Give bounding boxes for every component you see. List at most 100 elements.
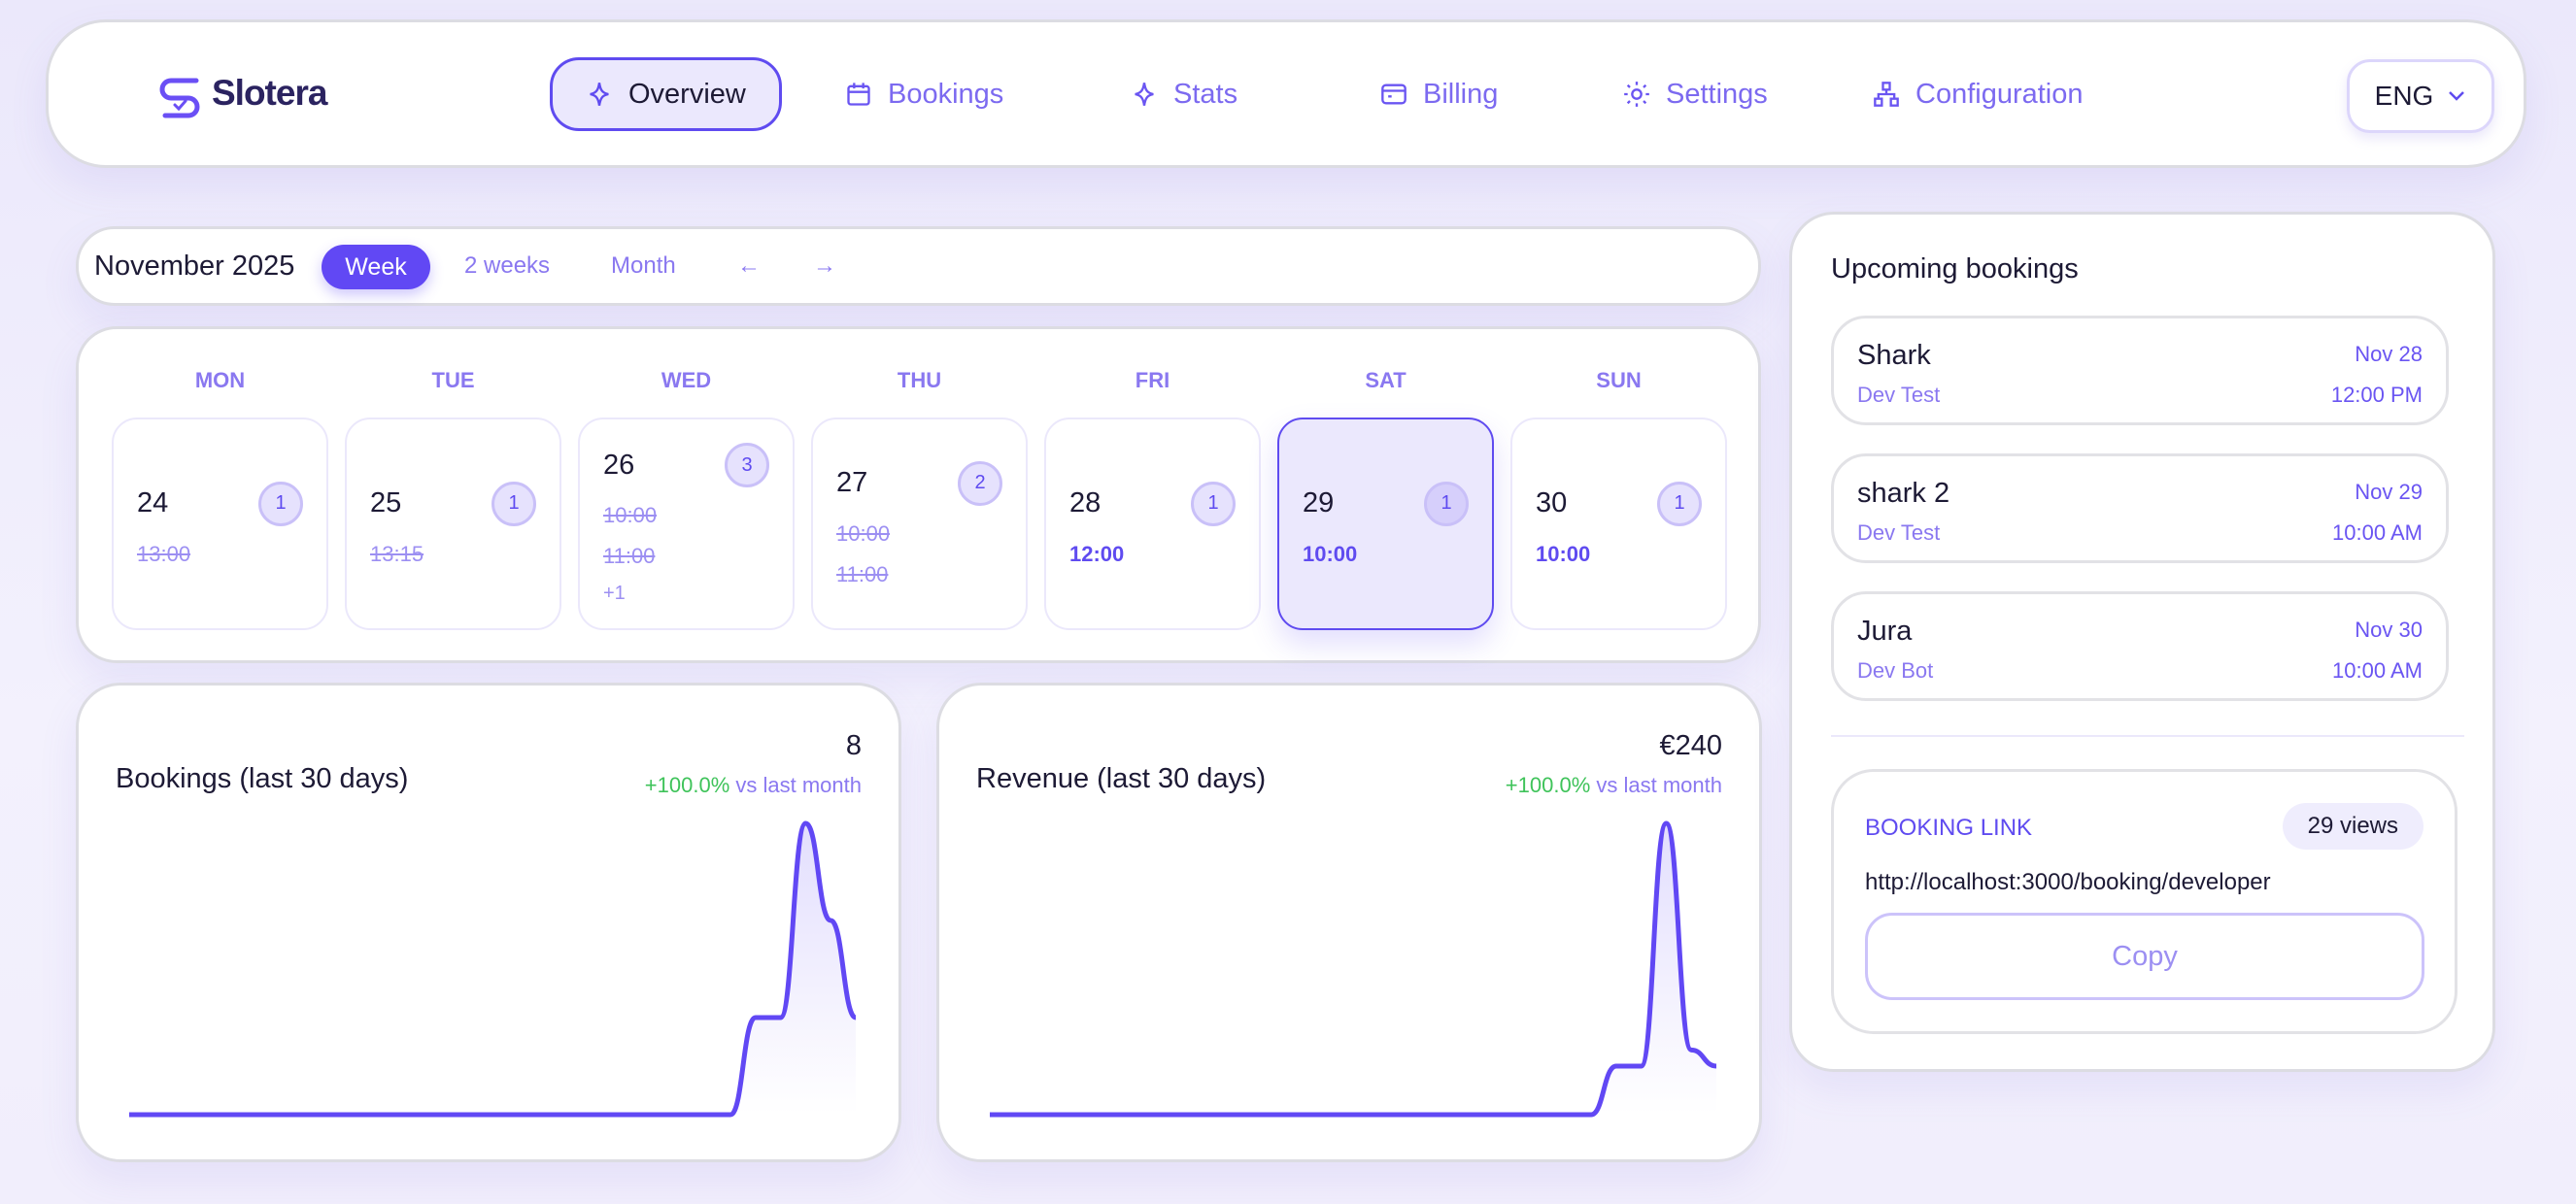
- time-slot[interactable]: 13:00: [137, 541, 191, 566]
- sparkline-point: [825, 915, 836, 926]
- sparkline-point: [374, 1109, 386, 1120]
- sparkline-point: [599, 1109, 611, 1120]
- change-percent: +100.0%: [1505, 773, 1591, 797]
- revenue-stat-card: Revenue (last 30 days) €240 +100.0% vs l…: [936, 683, 1762, 1162]
- calendar-toolbar: November 2025 Week 2 weeks Month ← →: [76, 226, 1761, 306]
- sparkline-point: [274, 1109, 286, 1120]
- booking-service: Dev Bot: [1857, 658, 1934, 683]
- sparkline-point: [1585, 1109, 1597, 1120]
- nav-settings[interactable]: Settings: [1623, 57, 1768, 131]
- day-cell[interactable]: 29 1 10:00: [1277, 418, 1494, 630]
- sparkline-point: [198, 1109, 210, 1120]
- prev-arrow-icon[interactable]: ←: [737, 252, 761, 279]
- day-of-week-label: SAT: [1365, 368, 1407, 392]
- booking-item[interactable]: Shark Dev Test Nov 28 12:00 PM: [1831, 316, 2449, 425]
- day-of-week-label: THU: [897, 368, 942, 392]
- view-month-button[interactable]: Month: [611, 252, 676, 279]
- language-select[interactable]: ENG: [2347, 59, 2494, 133]
- booking-name: Jura: [1857, 616, 1913, 647]
- sparkline-point: [1460, 1109, 1472, 1120]
- nav-stats[interactable]: Stats: [1131, 57, 1237, 131]
- time-slot[interactable]: 11:00: [603, 544, 656, 568]
- time-slot[interactable]: 10:00: [603, 503, 658, 527]
- sparkline-point: [223, 1109, 235, 1120]
- change-percent: +100.0%: [644, 773, 730, 797]
- sparkline-line: [990, 820, 1717, 1118]
- booking-date: Nov 30: [2355, 618, 2423, 642]
- sparkline-point: [1510, 1109, 1522, 1120]
- time-slot[interactable]: 10:00: [1303, 541, 1358, 566]
- sparkline-point: [1309, 1109, 1321, 1120]
- nav-label: Settings: [1666, 78, 1768, 110]
- bookings-stat-card: Bookings (last 30 days) 8 +100.0% vs las…: [76, 683, 901, 1162]
- nav-billing[interactable]: Billing: [1380, 57, 1498, 131]
- booking-link-url[interactable]: http://localhost:3000/booking/developer: [1865, 869, 2271, 895]
- day-cell[interactable]: 30 1 10:00: [1510, 418, 1727, 630]
- sparkline-point: [1360, 1109, 1372, 1120]
- time-slot[interactable]: 10:00: [836, 520, 891, 546]
- next-arrow-icon[interactable]: →: [813, 252, 836, 279]
- credit-card-icon: [1381, 84, 1407, 105]
- sparkline-point: [349, 1109, 360, 1120]
- sparkline-point: [499, 1109, 511, 1120]
- sparkline-point: [525, 1109, 536, 1120]
- day-of-week-label: TUE: [431, 368, 475, 392]
- sparkline-point: [1084, 1109, 1096, 1120]
- slotera-logo-icon: [159, 78, 200, 118]
- sparkline-point: [984, 1109, 996, 1120]
- day-header: 28 1: [1069, 481, 1236, 526]
- booking-time: 12:00 PM: [2330, 383, 2423, 407]
- views-badge: 29 views: [2282, 803, 2423, 850]
- upcoming-panel: Upcoming bookings Shark Dev Test Nov 28 …: [1789, 212, 2495, 1072]
- sparkline-point: [424, 1109, 436, 1120]
- day-cell[interactable]: 27 2 10:00 11:00: [811, 418, 1028, 630]
- change-suffix: vs last month: [1596, 773, 1722, 797]
- revenue-sparkline: [984, 818, 1722, 1120]
- nav-overview[interactable]: Overview: [550, 57, 782, 131]
- day-of-week-label: SUN: [1596, 368, 1642, 392]
- more-slots[interactable]: +1: [603, 583, 626, 604]
- sparkline-point: [1685, 1044, 1697, 1055]
- booking-link-card: BOOKING LINK 29 views http://localhost:3…: [1831, 769, 2457, 1034]
- sparkline-point: [1059, 1109, 1070, 1120]
- sparkline-point: [1711, 1060, 1722, 1072]
- day-number: 28: [1069, 487, 1102, 518]
- time-slot[interactable]: 13:15: [370, 541, 424, 566]
- day-cell[interactable]: 28 1 12:00: [1044, 418, 1261, 630]
- view-week-button[interactable]: Week: [322, 245, 430, 289]
- sparkline-point: [650, 1109, 661, 1120]
- sparkline-point: [1160, 1109, 1171, 1120]
- day-header: 26 3: [603, 443, 769, 487]
- sparkline-point: [123, 1109, 135, 1120]
- nav-bookings[interactable]: Bookings: [845, 57, 1003, 131]
- time-slot[interactable]: 10:00: [1536, 541, 1591, 566]
- booking-item[interactable]: shark 2 Dev Test Nov 29 10:00 AM: [1831, 453, 2449, 563]
- day-cell[interactable]: 24 1 13:00: [112, 418, 328, 630]
- view-2weeks-button[interactable]: 2 weeks: [464, 252, 551, 279]
- copy-button[interactable]: Copy: [1865, 913, 2424, 1000]
- day-number: 29: [1303, 487, 1335, 518]
- change-suffix: vs last month: [735, 773, 862, 797]
- time-slot[interactable]: 11:00: [836, 561, 889, 586]
- sparkline-point: [1209, 1109, 1221, 1120]
- sparkline-point: [1184, 1109, 1196, 1120]
- sparkline-point: [1285, 1109, 1297, 1120]
- sparkline-point: [323, 1109, 335, 1120]
- sparkline-point: [1660, 818, 1672, 829]
- sparkline-point: [249, 1109, 260, 1120]
- time-slot[interactable]: 12:00: [1069, 541, 1125, 566]
- sparkline-point: [799, 818, 811, 829]
- nav-configuration[interactable]: Configuration: [1873, 57, 2084, 131]
- sparkline-point: [674, 1109, 686, 1120]
- day-cell[interactable]: 26 3 10:00 11:00 +1: [578, 418, 795, 630]
- day-header: 30 1: [1536, 481, 1702, 526]
- booking-time: 10:00 AM: [2332, 520, 2423, 545]
- sparkle-icon: [590, 83, 609, 106]
- booking-item[interactable]: Jura Dev Bot Nov 30 10:00 AM: [1831, 591, 2449, 701]
- day-cell[interactable]: 25 1 13:15: [345, 418, 561, 630]
- bookings-sparkline: [123, 818, 858, 1120]
- booking-count-badge: 1: [1657, 481, 1702, 526]
- bookings-title: Bookings (last 30 days): [116, 763, 409, 794]
- sparkline-point: [625, 1109, 636, 1120]
- sparkline-point: [1560, 1109, 1572, 1120]
